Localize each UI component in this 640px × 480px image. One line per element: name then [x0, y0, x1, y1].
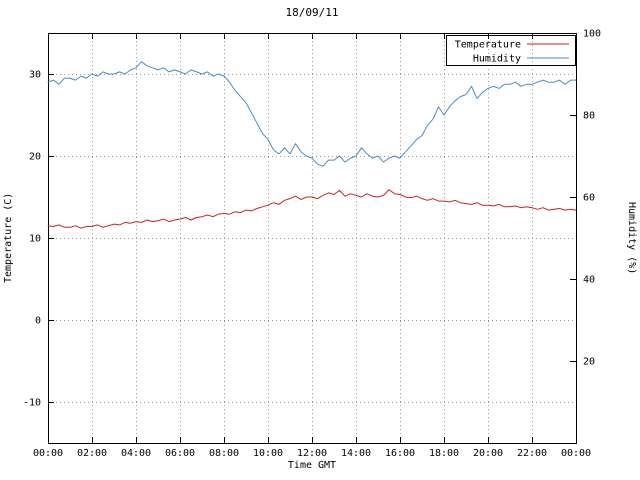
x-tick-label: 08:00 [209, 448, 239, 459]
series-humidity-line [47, 61, 577, 167]
y-axis-right-label: Humidity (%) [626, 201, 637, 275]
x-tick-label: 10:00 [253, 448, 283, 459]
x-tick-label: 16:00 [385, 448, 415, 459]
y-right-tick-label: 60 [583, 193, 595, 204]
x-axis-label: Time GMT [287, 460, 337, 471]
chart-title: 18/09/11 [285, 6, 339, 19]
x-tick-label: 14:00 [341, 448, 371, 459]
x-tick-label: 18:00 [429, 448, 459, 459]
y-left-tick-label: -10 [23, 398, 41, 409]
y-right-tick-label: 20 [583, 357, 595, 368]
x-tick-label: 06:00 [165, 448, 195, 459]
y-left-tick-label: 0 [35, 316, 41, 327]
x-tick-label: 02:00 [77, 448, 107, 459]
legend-box [446, 35, 576, 66]
x-tick-label: 12:00 [297, 448, 327, 459]
y-right-tick-label: 80 [583, 111, 595, 122]
legend-label-temperature: Temperature [455, 40, 521, 51]
x-tick-label: 00:00 [33, 448, 63, 459]
y-right-tick-label: 40 [583, 275, 595, 286]
y-left-tick-label: 30 [29, 70, 41, 81]
legend-label-humidity: Humidity [473, 54, 521, 65]
x-tick-label: 20:00 [473, 448, 503, 459]
y-left-tick-label: 10 [29, 234, 41, 245]
x-tick-label: 04:00 [121, 448, 151, 459]
x-tick-label: 22:00 [517, 448, 547, 459]
x-tick-label: 00:00 [561, 448, 591, 459]
y-right-tick-label: 100 [583, 29, 601, 40]
series-temperature-line [47, 189, 577, 229]
y-left-tick-label: 20 [29, 152, 41, 163]
